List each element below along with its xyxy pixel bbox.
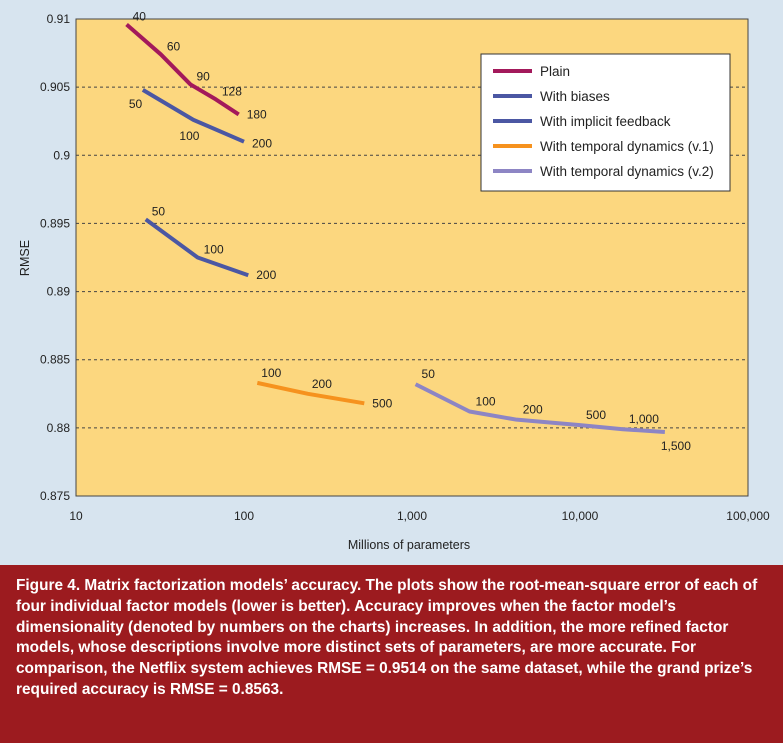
grid <box>76 86 748 429</box>
legend-entry: Plain <box>540 64 570 79</box>
point-label: 200 <box>256 268 276 282</box>
x-axis-ticks: 10 100 1,000 10,000 100,000 <box>69 509 770 523</box>
series-line-4 <box>256 380 365 406</box>
point-label: 50 <box>152 204 166 218</box>
legend-entry: With implicit feedback <box>540 114 671 129</box>
y-tick-label: 0.91 <box>47 12 71 26</box>
point-label: 100 <box>476 395 496 409</box>
y-tick-label: 0.895 <box>40 216 70 230</box>
caption-text: Matrix factorization models’ accuracy. T… <box>16 577 758 698</box>
rmse-chart: 40 60 90 128 180 50 100 200 50 100 200 100 200 500 50 1… <box>18 9 770 552</box>
y-tick-label: 0.885 <box>40 353 70 367</box>
point-label: 100 <box>204 243 224 257</box>
legend-entry: With temporal dynamics (v.2) <box>540 164 714 179</box>
point-label: 1,500 <box>661 439 691 453</box>
point-label: 50 <box>129 97 143 111</box>
x-tick-label: 100 <box>234 509 254 523</box>
point-label: 90 <box>196 69 210 83</box>
x-tick-label: 1,000 <box>397 509 427 523</box>
point-label: 60 <box>167 39 181 53</box>
y-axis-label: RMSE <box>18 240 32 276</box>
point-label: 200 <box>252 137 272 151</box>
point-label: 50 <box>422 367 436 381</box>
legend-entry: With biases <box>540 89 610 104</box>
point-label: 180 <box>247 107 267 121</box>
legend-entry: With temporal dynamics (v.1) <box>540 139 714 154</box>
series-line-5 <box>414 382 665 434</box>
series-line-3 <box>144 217 249 278</box>
point-label: 500 <box>586 408 606 422</box>
x-tick-label: 100,000 <box>726 509 770 523</box>
point-label: 200 <box>523 403 543 417</box>
point-label: 128 <box>222 84 242 98</box>
point-label: 100 <box>261 366 281 380</box>
figure-caption: Figure 4. Matrix factorization models’ a… <box>0 565 783 743</box>
point-label: 100 <box>179 129 199 143</box>
x-tick-label: 10 <box>69 509 83 523</box>
y-tick-label: 0.875 <box>40 489 70 503</box>
y-tick-label: 0.9 <box>53 148 70 162</box>
y-tick-label: 0.905 <box>40 80 70 94</box>
y-tick-label: 0.88 <box>47 421 71 435</box>
legend: Plain With biases With implicit feedback Wi… <box>480 53 731 192</box>
point-labels: 40 60 90 128 180 50 100 200 50 100 200 100 200 500 50 1… <box>129 9 691 452</box>
x-tick-label: 10,000 <box>562 509 599 523</box>
point-label: 200 <box>312 377 332 391</box>
point-label: 40 <box>133 9 147 23</box>
point-label: 500 <box>372 396 392 410</box>
x-axis-label: Millions of parameters <box>348 538 470 552</box>
y-tick-label: 0.89 <box>47 285 71 299</box>
y-axis-ticks: 0.875 0.88 0.885 0.89 0.895 0.9 0.905 0.91 <box>40 12 70 503</box>
caption-label: Figure 4. <box>16 577 81 594</box>
point-label: 1,000 <box>629 412 659 426</box>
series-line-2 <box>141 88 245 144</box>
series-line-1 <box>125 22 240 117</box>
series-layer <box>125 22 665 434</box>
